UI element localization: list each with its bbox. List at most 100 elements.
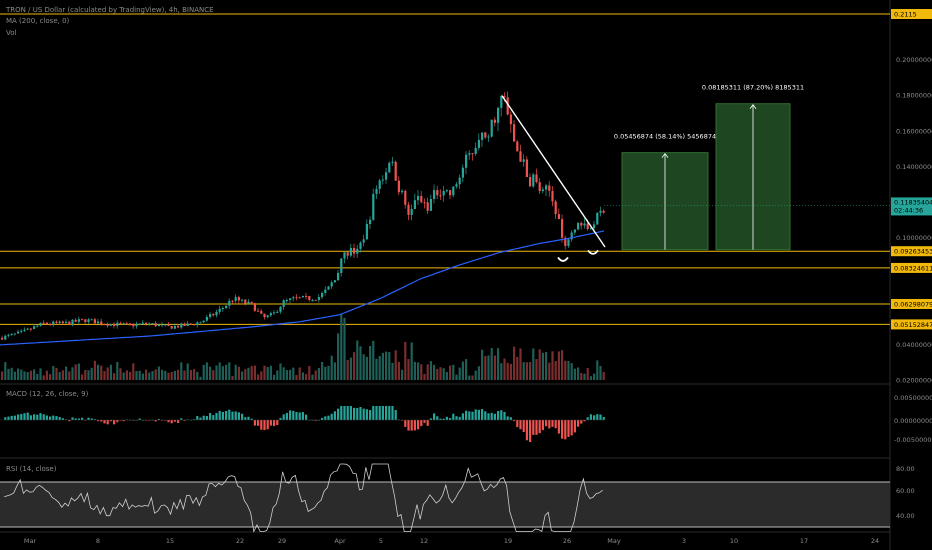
candle-body[interactable]	[573, 229, 576, 233]
candle-body[interactable]	[161, 324, 164, 326]
candle-body[interactable]	[397, 180, 400, 193]
candle-body[interactable]	[7, 334, 10, 336]
candle-body[interactable]	[97, 321, 100, 324]
candle-body[interactable]	[375, 188, 378, 194]
candle-body[interactable]	[26, 328, 29, 330]
candle-body[interactable]	[449, 190, 452, 196]
candle-body[interactable]	[410, 208, 413, 215]
candle-body[interactable]	[580, 222, 583, 226]
candle-body[interactable]	[177, 326, 180, 328]
candle-body[interactable]	[557, 214, 560, 220]
candle-body[interactable]	[157, 324, 160, 327]
candle-body[interactable]	[231, 300, 234, 302]
candle-body[interactable]	[548, 185, 551, 191]
candle-body[interactable]	[433, 190, 436, 200]
candle-body[interactable]	[4, 335, 7, 340]
range-label[interactable]: 0.08185311 (87.20%) 8185311	[702, 84, 804, 92]
candle-body[interactable]	[65, 321, 68, 324]
candle-body[interactable]	[599, 210, 602, 213]
candle-body[interactable]	[225, 305, 228, 308]
macd-indicator-label[interactable]: MACD (12, 26, close, 9)	[6, 390, 89, 398]
candle-body[interactable]	[525, 159, 528, 178]
candle-body[interactable]	[490, 119, 493, 137]
candle-body[interactable]	[49, 323, 52, 325]
candle-body[interactable]	[321, 292, 324, 298]
candle-body[interactable]	[289, 298, 292, 300]
candle-body[interactable]	[173, 326, 176, 329]
candle-body[interactable]	[17, 331, 20, 334]
candle-body[interactable]	[244, 299, 247, 304]
candle-body[interactable]	[269, 313, 272, 316]
candle-body[interactable]	[487, 136, 490, 138]
current-price-tag[interactable]	[891, 197, 932, 216]
candle-body[interactable]	[45, 322, 48, 324]
candle-body[interactable]	[436, 190, 439, 196]
candle-body[interactable]	[129, 323, 132, 325]
candle-body[interactable]	[471, 153, 474, 155]
candle-body[interactable]	[29, 328, 32, 330]
candle-body[interactable]	[93, 319, 96, 324]
candle-body[interactable]	[513, 124, 516, 142]
candle-body[interactable]	[113, 323, 116, 326]
candle-body[interactable]	[445, 190, 448, 192]
candle-body[interactable]	[391, 161, 394, 163]
candle-body[interactable]	[596, 212, 599, 225]
candle-body[interactable]	[1, 337, 4, 340]
bottom-marker[interactable]	[557, 256, 569, 262]
candle-body[interactable]	[311, 299, 314, 301]
candle-body[interactable]	[468, 153, 471, 155]
candle-body[interactable]	[74, 319, 77, 322]
candle-body[interactable]	[100, 321, 103, 325]
candle-body[interactable]	[317, 297, 320, 300]
candle-body[interactable]	[189, 323, 192, 325]
candle-body[interactable]	[381, 179, 384, 181]
candle-body[interactable]	[439, 195, 442, 197]
candle-body[interactable]	[71, 319, 74, 325]
candle-body[interactable]	[554, 201, 557, 215]
candle-body[interactable]	[308, 296, 311, 300]
candle-body[interactable]	[138, 323, 141, 325]
ma-indicator-label[interactable]: MA (200, close, 0)	[6, 17, 70, 25]
candle-body[interactable]	[132, 323, 135, 327]
candle-body[interactable]	[36, 325, 39, 327]
candle-body[interactable]	[84, 319, 87, 323]
candle-body[interactable]	[295, 297, 298, 299]
candle-body[interactable]	[522, 159, 525, 162]
candle-body[interactable]	[13, 333, 16, 335]
candle-body[interactable]	[353, 248, 356, 254]
candle-body[interactable]	[279, 306, 282, 312]
candle-body[interactable]	[33, 326, 36, 330]
candle-body[interactable]	[39, 322, 42, 326]
candle-body[interactable]	[365, 224, 368, 240]
candle-body[interactable]	[420, 195, 423, 203]
candle-body[interactable]	[186, 323, 189, 326]
candle-body[interactable]	[167, 324, 170, 327]
candle-body[interactable]	[55, 321, 58, 323]
candle-body[interactable]	[122, 323, 125, 325]
candle-body[interactable]	[141, 322, 144, 324]
candle-body[interactable]	[343, 252, 346, 259]
candle-body[interactable]	[266, 315, 269, 318]
candle-body[interactable]	[477, 139, 480, 148]
candle-body[interactable]	[593, 224, 596, 229]
candle-body[interactable]	[20, 330, 23, 332]
candle-body[interactable]	[330, 282, 333, 287]
candle-body[interactable]	[199, 322, 202, 324]
ma200-line[interactable]	[0, 230, 605, 346]
candle-body[interactable]	[87, 319, 90, 323]
candle-body[interactable]	[109, 323, 112, 326]
candle-body[interactable]	[567, 239, 570, 246]
candle-body[interactable]	[234, 297, 237, 301]
candle-body[interactable]	[564, 237, 567, 246]
candle-body[interactable]	[52, 321, 55, 325]
candle-body[interactable]	[337, 272, 340, 281]
candle-body[interactable]	[285, 299, 288, 301]
rsi-line[interactable]	[4, 463, 603, 533]
candle-body[interactable]	[465, 154, 468, 168]
candle-body[interactable]	[202, 320, 205, 323]
candle-body[interactable]	[180, 323, 183, 328]
candle-body[interactable]	[429, 199, 432, 211]
candle-body[interactable]	[388, 162, 391, 173]
candle-body[interactable]	[282, 300, 285, 307]
